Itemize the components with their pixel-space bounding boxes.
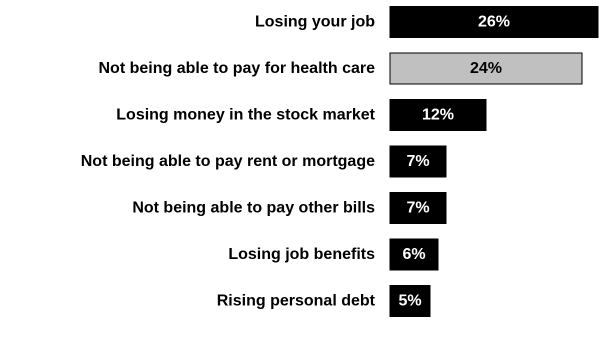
bar [389, 52, 583, 85]
bar [389, 285, 431, 317]
value-label: 5% [398, 293, 421, 310]
value-labels: 26% 24% 12% 7% 7% 6% 5% [398, 14, 510, 310]
category-labels: Losing your job Not being able to pay for… [81, 14, 376, 310]
value-label: 12% [422, 107, 454, 124]
bar [389, 6, 599, 38]
value-label: 6% [402, 246, 425, 263]
value-label: 24% [470, 60, 502, 77]
bar [389, 192, 447, 224]
value-label: 7% [406, 153, 429, 170]
category-label: Losing job benefits [228, 246, 375, 263]
category-label: Losing your job [255, 14, 375, 31]
bars [389, 6, 599, 317]
category-label: Rising personal debt [217, 293, 376, 310]
category-label: Not being able to pay other bills [132, 200, 375, 217]
bar [389, 238, 439, 271]
bar [389, 145, 447, 178]
value-label: 7% [406, 200, 429, 217]
category-label: Not being able to pay for health care [99, 60, 376, 77]
value-label: 26% [478, 14, 510, 31]
category-label: Losing money in the stock market [116, 107, 375, 124]
category-label: Not being able to pay rent or mortgage [81, 153, 375, 170]
bar [389, 99, 487, 131]
